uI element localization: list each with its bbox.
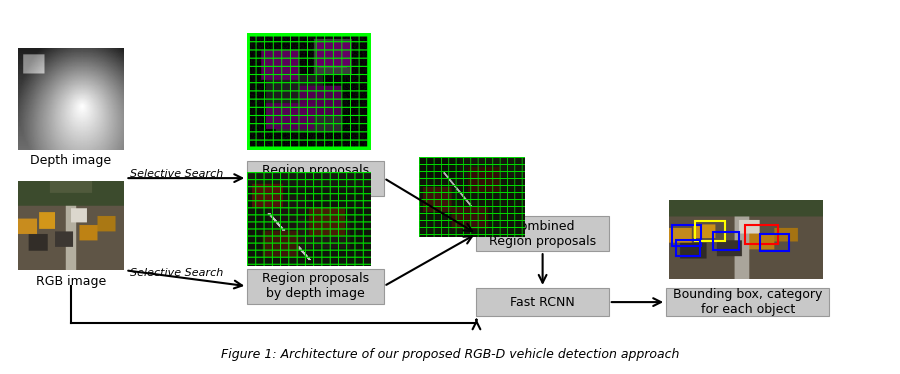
Text: RGB image: RGB image — [36, 275, 106, 288]
Text: Fast RCNN: Fast RCNN — [510, 295, 575, 309]
Text: Selective Search: Selective Search — [130, 169, 223, 179]
Text: Selective Search: Selective Search — [130, 269, 223, 279]
Text: Region proposals
by RGB image: Region proposals by RGB image — [262, 164, 369, 192]
FancyBboxPatch shape — [476, 288, 608, 316]
FancyBboxPatch shape — [666, 288, 829, 316]
Text: Figure 1: Architecture of our proposed RGB-D vehicle detection approach: Figure 1: Architecture of our proposed R… — [220, 348, 680, 361]
Text: Combined
Region proposals: Combined Region proposals — [489, 220, 596, 248]
Text: Depth image: Depth image — [31, 154, 112, 167]
Text: Bounding box, category
for each object: Bounding box, category for each object — [673, 288, 823, 316]
FancyBboxPatch shape — [248, 269, 384, 304]
FancyBboxPatch shape — [476, 216, 608, 251]
Text: Region proposals
by depth image: Region proposals by depth image — [262, 272, 369, 300]
FancyBboxPatch shape — [248, 161, 384, 196]
